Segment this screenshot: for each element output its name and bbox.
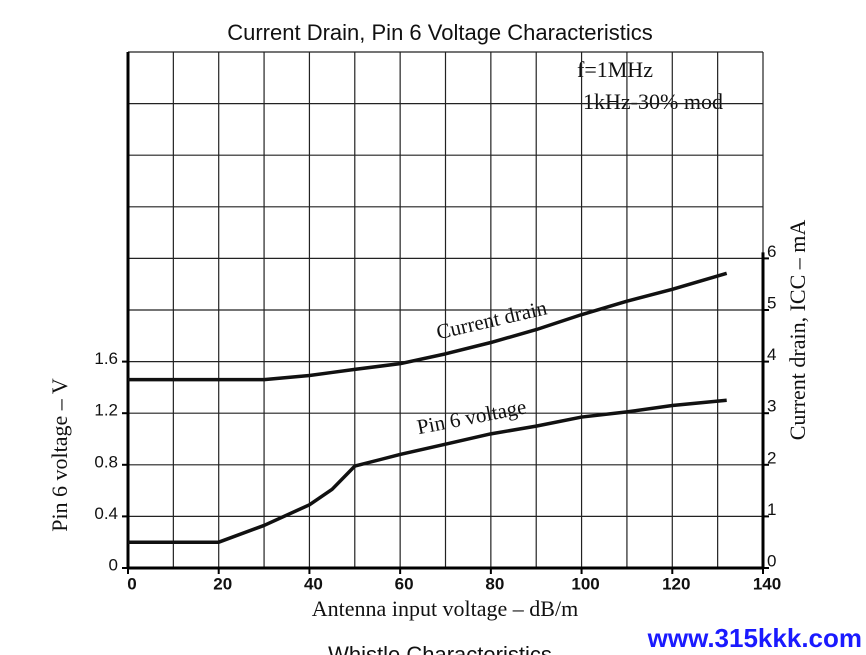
chart-title: Current Drain, Pin 6 Voltage Characteris… — [227, 20, 653, 45]
x-tick-label: 80 — [485, 574, 504, 593]
y-tick-label: 1.2 — [94, 401, 118, 420]
y2-tick-label: 1 — [767, 500, 776, 519]
x-tick-label: 60 — [395, 574, 414, 593]
y2-tick-label: 3 — [767, 397, 776, 416]
x-tick-label: 120 — [662, 574, 690, 593]
y2-tick-label: 4 — [767, 345, 776, 364]
x-tick-label: 0 — [127, 574, 136, 593]
y-tick-label: 0 — [109, 555, 118, 574]
x-tick-label: 100 — [571, 574, 599, 593]
y-tick-label: 1.6 — [94, 349, 118, 368]
annotation: f=1MHz — [577, 57, 653, 82]
y2-tick-label: 6 — [767, 242, 776, 261]
series-label: Current drain — [434, 295, 550, 344]
series-label: Pin 6 voltage — [415, 394, 528, 439]
series-line — [128, 398, 727, 544]
watermark: www.315kkk.com — [647, 623, 862, 653]
y2-tick-label: 2 — [767, 448, 776, 467]
y-axis-label: Pin 6 voltage – V — [47, 378, 72, 532]
y2-tick-label: 0 — [767, 551, 776, 570]
series-line — [128, 271, 728, 382]
cut-caption: Whistle Characteristics — [328, 642, 552, 655]
x-tick-label: 140 — [753, 574, 781, 593]
y-tick-label: 0.8 — [94, 452, 118, 471]
y2-tick-label: 5 — [767, 293, 776, 312]
x-tick-label: 20 — [213, 574, 232, 593]
x-tick-label: 40 — [304, 574, 323, 593]
y-tick-label: 0.4 — [94, 504, 118, 523]
annotation: 1kHz-30% mod — [583, 89, 723, 114]
x-axis-label: Antenna input voltage – dB/m — [312, 596, 578, 621]
y2-axis-label: Current drain, ICC – mA — [785, 220, 810, 441]
